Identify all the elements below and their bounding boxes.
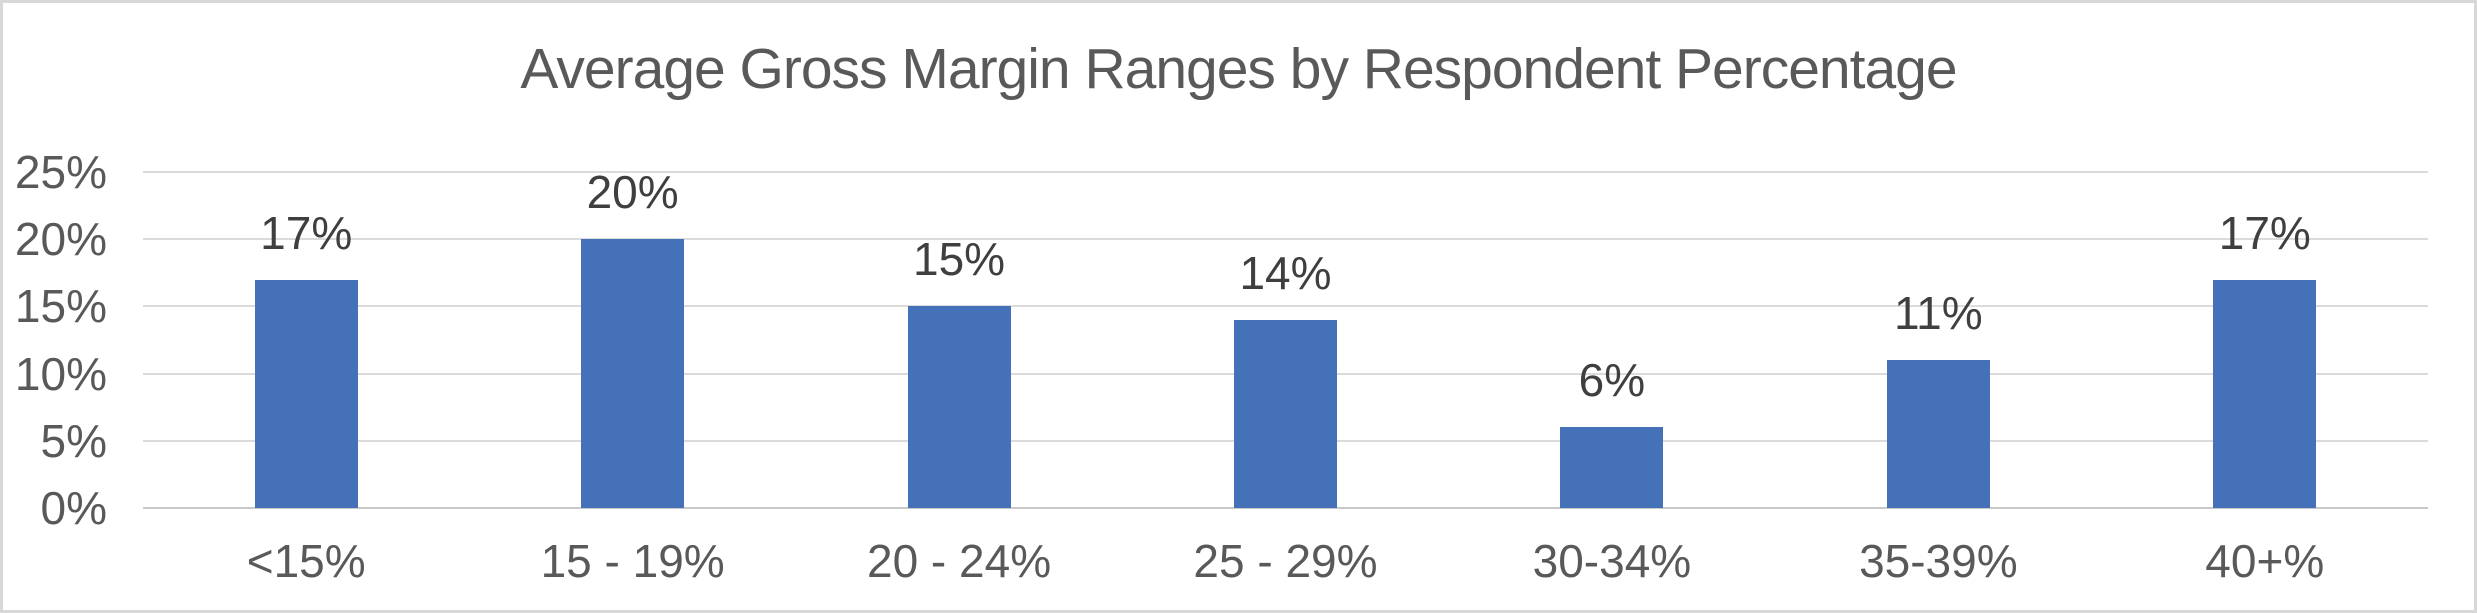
x-axis-category-label: <15% bbox=[246, 535, 366, 587]
bar-<15% bbox=[254, 279, 358, 508]
bar-15 - 19% bbox=[581, 239, 685, 508]
bar-value-label: 11% bbox=[1894, 287, 1983, 340]
chart-title: Average Gross Margin Ranges by Responden… bbox=[520, 37, 1957, 101]
bar-40+% bbox=[2213, 279, 2317, 508]
gridline bbox=[143, 171, 2428, 173]
bar-value-label: 17% bbox=[2218, 206, 2311, 259]
y-axis-tick-label: 5% bbox=[40, 414, 107, 467]
bar-30-34% bbox=[1560, 427, 1664, 508]
x-axis-category-label: 25 - 29% bbox=[1193, 535, 1378, 587]
bar-25 - 29% bbox=[1234, 319, 1337, 508]
x-axis-line bbox=[143, 507, 2428, 509]
y-axis-tick-label: 15% bbox=[14, 280, 107, 333]
bar-value-label: 6% bbox=[1578, 354, 1646, 407]
y-axis-tick-label: 25% bbox=[14, 146, 107, 198]
gridline bbox=[143, 305, 2428, 308]
bar-value-label: 14% bbox=[1239, 246, 1332, 299]
x-axis-category-label: 15 - 19% bbox=[540, 535, 725, 587]
gridline bbox=[143, 238, 2428, 241]
bar-35-39% bbox=[1886, 360, 1990, 508]
bar-20 - 24% bbox=[907, 306, 1011, 508]
x-axis-category-label: 40+% bbox=[2205, 535, 2325, 587]
y-axis-tick-label: 10% bbox=[14, 347, 107, 400]
x-axis-category-label: 20 - 24% bbox=[866, 535, 1052, 587]
x-axis-category-label: 35-39% bbox=[1859, 535, 2018, 587]
x-axis-category-label: 30-34% bbox=[1532, 535, 1692, 587]
y-axis-tick-label: 20% bbox=[14, 213, 107, 266]
bar-value-label: 15% bbox=[913, 233, 1006, 286]
bar-value-label: 17% bbox=[260, 206, 353, 259]
bar-value-label: 20% bbox=[586, 166, 679, 219]
y-axis-tick-label: 0% bbox=[40, 482, 107, 534]
